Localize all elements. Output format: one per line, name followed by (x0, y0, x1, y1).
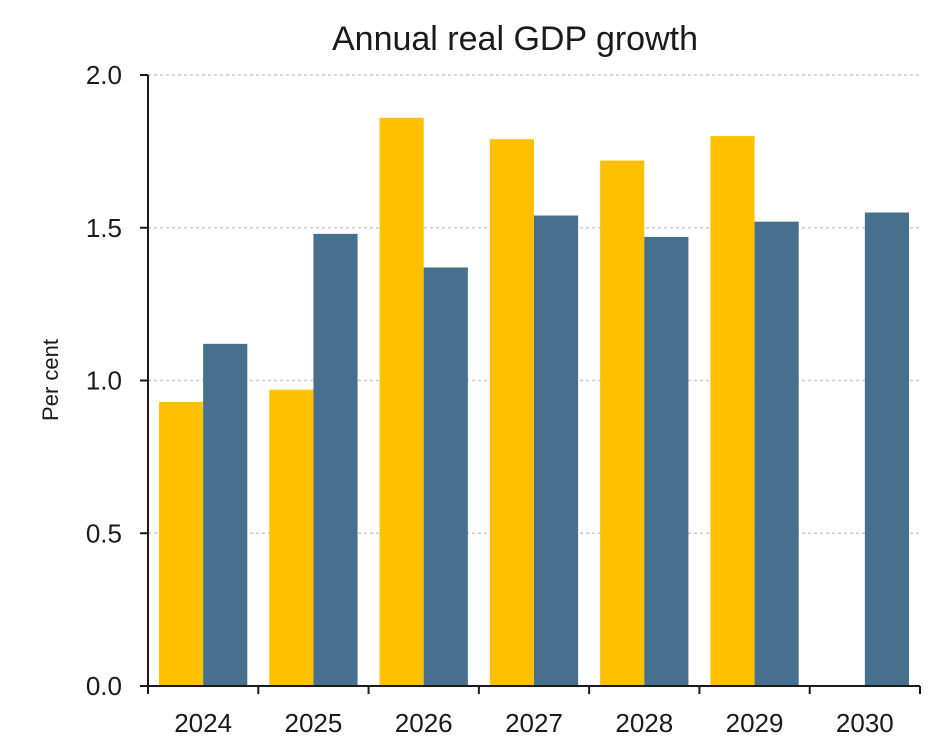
bars (159, 117, 909, 687)
x-tick-label: 2024 (174, 708, 232, 738)
bar-2028-series-1 (600, 160, 645, 687)
bar-2024-series-2 (203, 343, 248, 686)
y-tick-label: 2.0 (86, 60, 122, 90)
x-tick-label: 2028 (615, 708, 673, 738)
y-tick-label: 0.0 (86, 671, 122, 701)
y-axis-label: Per cent (38, 339, 63, 421)
bar-2028-series-2 (644, 236, 689, 687)
x-tick-label: 2025 (285, 708, 343, 738)
x-tick-label: 2029 (726, 708, 784, 738)
x-tick-label: 2026 (395, 708, 453, 738)
chart-title: Annual real GDP growth (332, 20, 698, 58)
x-tick-label: 2027 (505, 708, 563, 738)
bar-2025-series-1 (269, 389, 314, 686)
bar-2026-series-1 (379, 117, 424, 686)
bar-2029-series-1 (710, 136, 755, 687)
y-tick-label: 0.5 (86, 518, 122, 548)
bar-2027-series-2 (534, 215, 579, 686)
bar-2024-series-1 (159, 401, 204, 686)
bar-2030-series-2 (864, 212, 909, 686)
bar-2027-series-1 (489, 139, 534, 686)
bar-2029-series-2 (754, 221, 799, 686)
x-tick-label: 2030 (836, 708, 894, 738)
y-tick-label: 1.0 (86, 366, 122, 396)
y-ticks: 0.0 0.5 1.0 1.5 2.0 (86, 60, 148, 701)
x-ticks: 2024 2025 2026 2027 2028 2029 2030 (147, 686, 921, 738)
bar-2025-series-2 (313, 233, 358, 687)
y-tick-label: 1.5 (86, 213, 122, 243)
bar-2026-series-2 (423, 267, 468, 686)
